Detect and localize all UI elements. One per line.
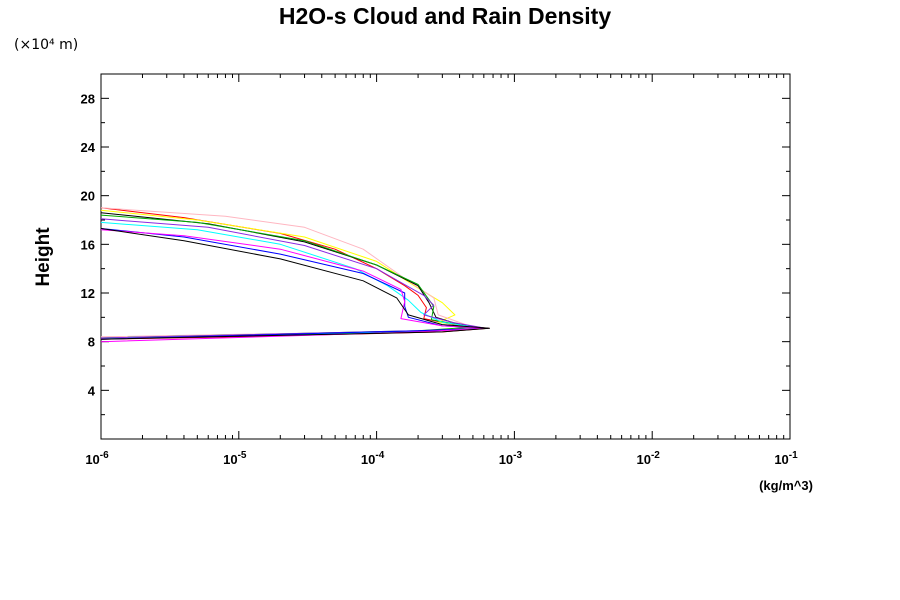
series-line-9 [100,229,488,343]
y-scale-label: (×10⁴ m) [14,37,78,53]
series-line-8 [100,228,489,340]
y-tick-label: 20 [81,189,95,204]
chart-title: H2O-s Cloud and Rain Density [279,3,611,29]
series-line-1 [100,207,490,340]
y-axis: 4 8 12 16 20 24 28 [81,91,790,416]
series-line-10 [100,228,490,340]
x-axis: 10-6 10-5 10-4 10-3 10-2 10-1 [85,74,798,467]
x-tick-label: 10-2 [637,450,661,467]
x-tick-label: 10-1 [774,450,798,467]
y-tick-label: 24 [81,140,96,155]
y-axis-label: Height [33,227,54,287]
x-tick-label: 10-4 [361,450,385,467]
y-tick-label: 28 [81,91,95,106]
y-tick-label: 12 [81,286,95,301]
y-tick-label: 16 [81,237,95,252]
plot-frame [100,73,791,440]
x-axis-units: (kg/m^3) [759,478,813,493]
series-line-5 [100,214,474,339]
y-tick-label: 8 [88,335,95,350]
x-tick-label: 10-3 [499,450,523,467]
x-tick-label: 10-6 [85,450,109,467]
series-layer [100,207,490,343]
y-tick-label: 4 [88,383,96,398]
x-tick-label: 10-5 [223,450,247,467]
